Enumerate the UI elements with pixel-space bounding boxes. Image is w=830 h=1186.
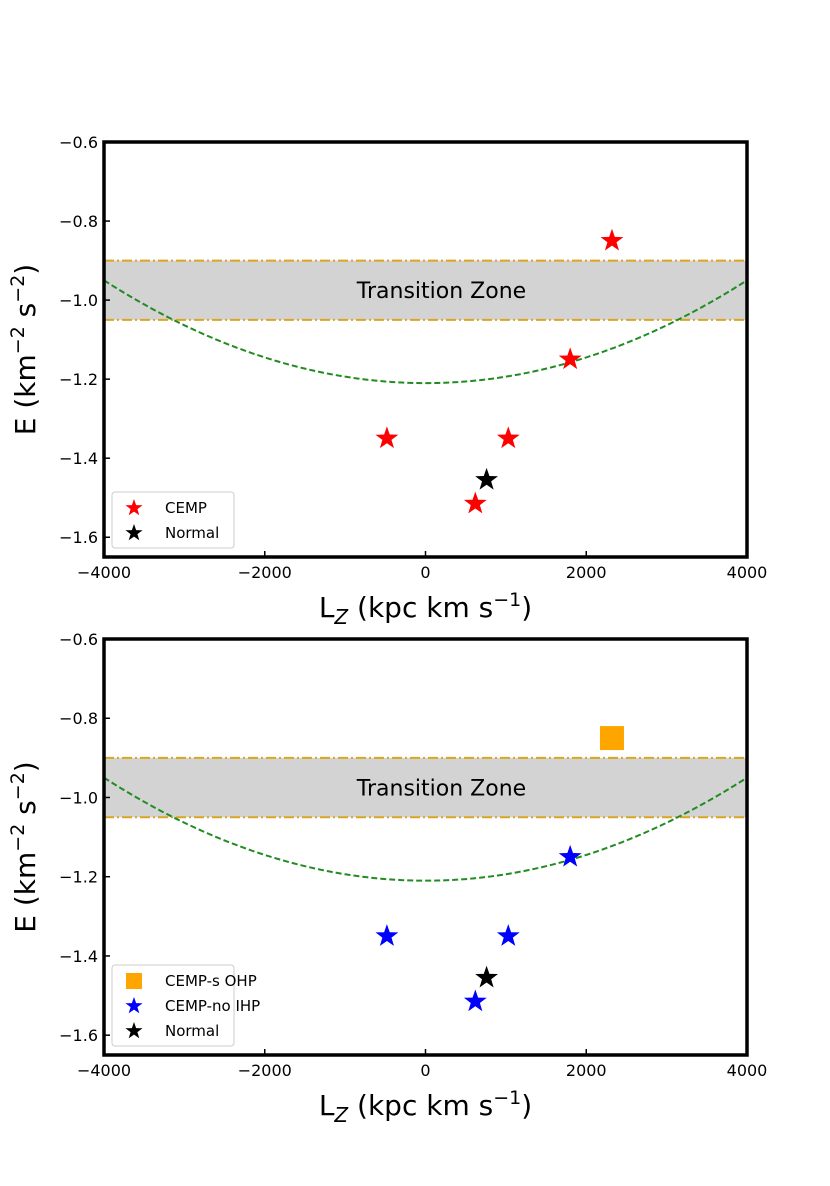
y-tick-label: −1.0 [59,291,98,310]
x-tick-label: 0 [420,1061,430,1080]
data-point-normal [475,965,498,988]
transition-zone-band [104,757,747,818]
x-tick-label: −4000 [77,1061,131,1080]
y-tick-label: −1.4 [59,449,98,468]
data-point-cemp [463,491,487,514]
x-tick-label: −4000 [77,563,131,582]
y-tick-label: −1.0 [59,788,98,807]
transition-zone-band [104,260,747,320]
boundary-curve [103,279,748,385]
legend-marker [125,997,143,1014]
x-tick-label: 0 [420,563,430,582]
legend-marker [125,499,143,516]
y-tick-label: −0.8 [59,709,98,728]
data-point-cemp-no-ihp [496,924,520,946]
data-point-cemp-s-ohp [599,726,624,751]
boundary-curve [103,776,748,882]
data-point-cemp-no-ihp [558,844,582,867]
x-tick-label: 4000 [727,563,768,582]
x-axis-label: LZ (kpc km s−1) [319,1087,532,1127]
y-tick-label: −1.6 [59,1026,98,1045]
legend: CEMP Normal [111,491,235,549]
legend-box [111,964,235,1047]
data-point-cemp [600,228,624,251]
data-point-cemp [558,347,582,370]
legend-marker [126,973,142,989]
legend-label: Normal [165,524,219,542]
x-tick-label: 4000 [727,1061,768,1080]
x-axis-label: LZ (kpc km s−1) [319,589,532,629]
y-tick-label: −1.6 [59,528,98,547]
legend-label: CEMP-s OHP [165,972,257,990]
chart-panel-1: Transition Zone −4000 −2000 0 2000 4000 −1.6 −1… [7,133,767,629]
transition-zone-label: Transition Zone [356,777,526,802]
legend-label: CEMP [165,499,207,517]
legend-label: Normal [165,1022,219,1040]
transition-zone-label: Transition Zone [356,279,526,304]
data-point-cemp [375,426,399,449]
y-tick-label: −0.8 [59,212,98,231]
y-tick-label: −0.6 [59,630,98,649]
legend-box [111,491,235,549]
legend: CEMP-s OHP CEMP-no IHP Normal [111,964,260,1047]
x-tick-label: −2000 [238,1061,292,1080]
legend-marker [125,1022,143,1039]
y-tick-label: −1.4 [59,947,98,966]
legend-label: CEMP-no IHP [165,997,260,1015]
y-tick-label: −0.6 [59,133,98,152]
data-point-cemp [496,426,520,449]
y-tick-label: −1.2 [59,370,98,389]
y-axis-label: E (km−2 s−2) [7,264,42,435]
x-tick-label: 2000 [566,563,607,582]
x-tick-label: 2000 [566,1061,607,1080]
chart-panel-2: Transition Zone −4000 −2000 0 2000 4000 −1.6 −1… [7,630,767,1127]
data-point-normal [475,467,498,490]
legend-marker [125,524,143,541]
data-point-cemp-no-ihp [375,924,399,946]
y-tick-label: −1.2 [59,868,98,887]
x-tick-label: −2000 [238,563,292,582]
data-point-cemp-no-ihp [463,989,487,1012]
y-axis-label: E (km−2 s−2) [7,761,42,932]
